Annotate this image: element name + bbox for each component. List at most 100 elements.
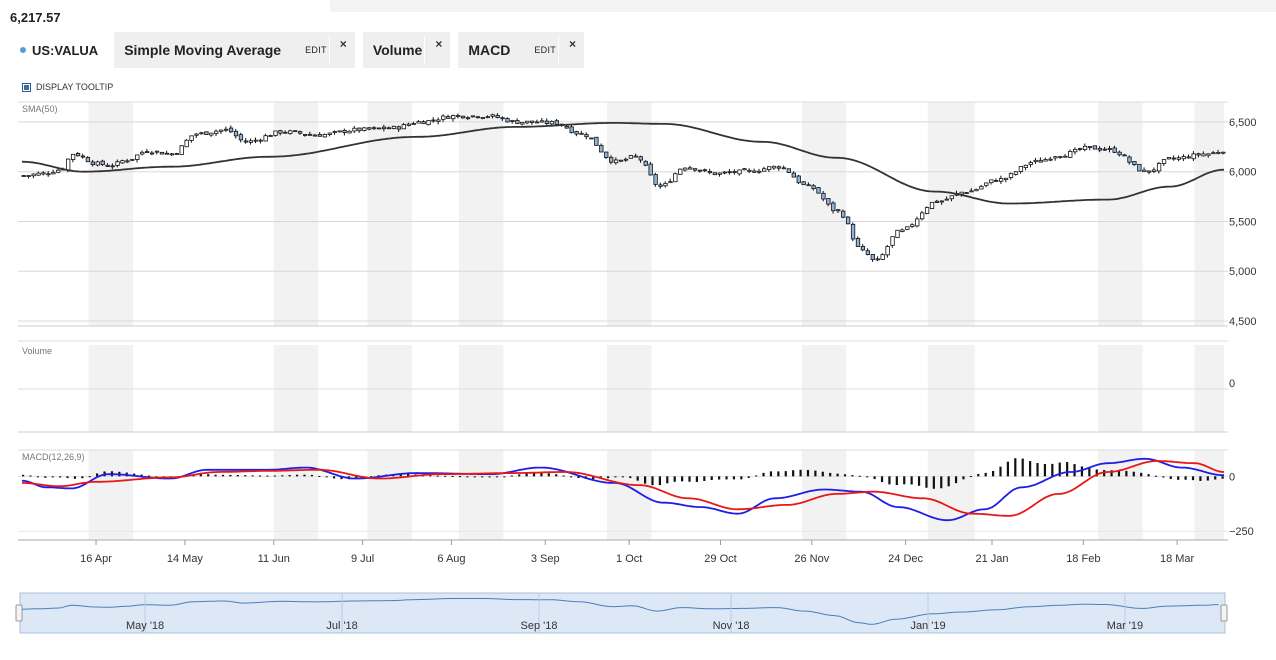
candle — [984, 182, 989, 186]
candle — [939, 200, 945, 203]
candle — [841, 210, 846, 218]
candle — [771, 165, 777, 169]
candle — [1082, 145, 1088, 150]
candle — [895, 229, 900, 238]
candle — [278, 130, 283, 134]
candle — [604, 151, 609, 158]
candle — [322, 134, 328, 138]
candle — [910, 224, 915, 227]
navigator-label: Mar '19 — [1107, 620, 1143, 632]
macd-histogram-bar — [1095, 469, 1098, 477]
candle — [460, 115, 466, 119]
shaded-band — [606, 450, 652, 540]
candle — [36, 172, 41, 176]
candle — [130, 158, 135, 161]
display-tooltip-toggle[interactable]: DISPLAY TOOLTIP — [22, 82, 113, 92]
macd-histogram-bar — [569, 476, 573, 478]
candlestick-series — [21, 113, 1226, 262]
candle — [811, 185, 816, 190]
macd-histogram-bar — [1132, 471, 1135, 477]
macd-histogram-bar — [273, 475, 276, 477]
macd-histogram-bar — [984, 472, 987, 477]
candle — [1087, 146, 1093, 148]
macd-histogram-bar — [636, 476, 639, 481]
volume-close-icon[interactable]: × — [435, 37, 443, 51]
navigator-label: Jan '19 — [910, 620, 945, 632]
candle — [396, 126, 402, 130]
candle — [66, 158, 71, 171]
candle — [1077, 148, 1083, 150]
volume-chip[interactable]: Volume × — [362, 32, 451, 68]
candle — [352, 127, 357, 132]
price-tick-label: 4,500 — [1229, 316, 1257, 328]
sma-close-icon[interactable]: × — [339, 37, 347, 51]
macd-histogram-bar — [96, 473, 99, 477]
candle — [554, 120, 560, 125]
candle — [46, 173, 51, 176]
candle — [391, 125, 397, 129]
candle — [692, 168, 698, 171]
macd-histogram-bar — [407, 473, 410, 477]
sma-chip[interactable]: Simple Moving Average EDIT × — [114, 32, 355, 68]
candle — [243, 140, 249, 143]
navigator-left-handle[interactable] — [15, 604, 23, 622]
candle — [920, 212, 925, 220]
x-axis-label: 6 Aug — [437, 553, 465, 565]
candle — [727, 171, 732, 174]
candle — [115, 161, 120, 166]
candle — [648, 163, 653, 176]
macd-histogram-bar — [51, 476, 54, 478]
macd-histogram-bar — [629, 476, 632, 479]
candle — [1176, 157, 1182, 160]
candle — [1102, 148, 1107, 151]
macd-histogram-bar — [214, 474, 217, 477]
macd-histogram-bar — [73, 476, 77, 479]
shaded-bands — [88, 102, 1224, 540]
candle — [994, 180, 999, 182]
macd-histogram-bar — [266, 475, 269, 477]
macd-histogram-bar — [681, 476, 684, 482]
navigator-label: Nov '18 — [713, 620, 750, 632]
candle — [599, 144, 604, 153]
candle — [288, 130, 293, 134]
candle — [159, 151, 165, 155]
tooltip-checkbox[interactable] — [22, 82, 31, 92]
x-axis-label: 11 Jun — [258, 553, 290, 565]
candle — [75, 153, 81, 157]
macd-histogram-bar — [710, 476, 713, 481]
macd-chip[interactable]: MACD EDIT × — [458, 32, 585, 68]
symbol-chip[interactable]: US:VALUA — [10, 32, 106, 68]
macd-edit-button[interactable]: EDIT — [534, 45, 557, 55]
macd-histogram-bar — [155, 476, 158, 478]
candle — [465, 117, 471, 120]
candle — [539, 120, 545, 123]
macd-histogram-bar — [606, 476, 610, 479]
candle — [816, 187, 821, 194]
macd-histogram-bar — [1184, 476, 1187, 480]
candle — [1127, 156, 1132, 163]
macd-histogram-bar — [1080, 466, 1084, 477]
candle — [209, 132, 214, 136]
macd-histogram-bar — [769, 471, 773, 477]
macd-close-icon[interactable]: × — [569, 37, 577, 51]
macd-histogram-bar — [1154, 475, 1158, 477]
macd-histogram-bar — [1125, 470, 1128, 477]
candle — [411, 123, 416, 125]
macd-histogram-bar — [718, 476, 721, 480]
sma-edit-button[interactable]: EDIT — [305, 45, 327, 55]
x-axis-label: 16 Apr — [80, 553, 112, 565]
x-axis-label: 9 Jul — [351, 553, 374, 565]
macd-histogram-bar — [777, 471, 780, 477]
candle — [135, 154, 140, 160]
candle — [100, 160, 105, 166]
candle — [781, 167, 787, 170]
candle — [1216, 152, 1221, 154]
candle — [1063, 155, 1068, 158]
candle — [302, 134, 308, 136]
candle — [1201, 153, 1206, 157]
macd-histogram-bar — [525, 473, 528, 477]
candle — [312, 134, 318, 137]
navigator-right-handle[interactable] — [1220, 604, 1228, 622]
macd-tick-label: 0 — [1229, 471, 1235, 483]
